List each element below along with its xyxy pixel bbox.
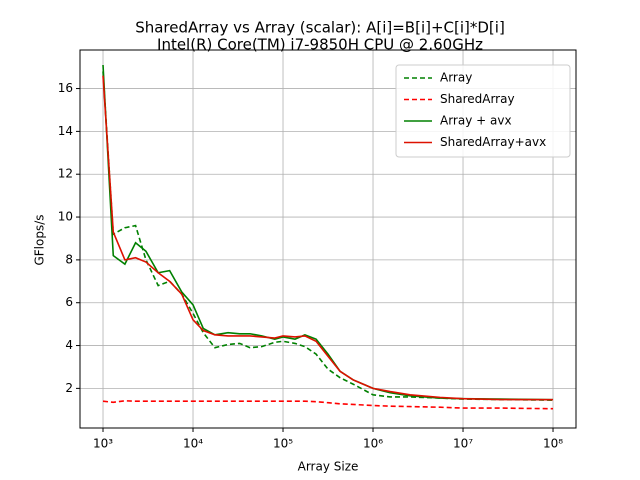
x-tick-label: 10⁶ xyxy=(363,437,383,451)
plot-frame xyxy=(79,49,577,429)
chart-subtitle: Intel(R) Core(TM) i7-9850H CPU @ 2.60GHz xyxy=(157,36,483,54)
x-tick-label: 10⁴ xyxy=(183,437,203,451)
legend-label: Array + avx xyxy=(440,114,512,128)
legend-label: SharedArray xyxy=(440,92,515,106)
x-tick-label: 10³ xyxy=(93,437,113,451)
x-tick-label: 10⁵ xyxy=(273,437,293,451)
legend-label: SharedArray+avx xyxy=(440,135,546,149)
x-tick-label: 10⁷ xyxy=(453,437,473,451)
y-tick-label: 4 xyxy=(65,338,73,352)
y-tick-label: 14 xyxy=(58,124,73,138)
series-line xyxy=(102,399,554,410)
y-tick-label: 2 xyxy=(65,381,73,395)
y-axis-label: GFlops/s xyxy=(33,214,47,265)
series-line xyxy=(102,75,554,401)
x-tick-label: 10⁸ xyxy=(543,437,563,451)
legend-label: Array xyxy=(440,71,472,85)
y-tick-label: 10 xyxy=(58,210,73,224)
y-tick-label: 12 xyxy=(58,167,73,181)
y-tick-label: 16 xyxy=(58,81,73,95)
chart-title: SharedArray vs Array (scalar): A[i]=B[i]… xyxy=(135,19,505,37)
y-tick-label: 8 xyxy=(65,252,73,266)
legend-box xyxy=(395,64,571,158)
x-axis-label: Array Size xyxy=(298,460,359,474)
y-tick-label: 6 xyxy=(65,295,73,309)
